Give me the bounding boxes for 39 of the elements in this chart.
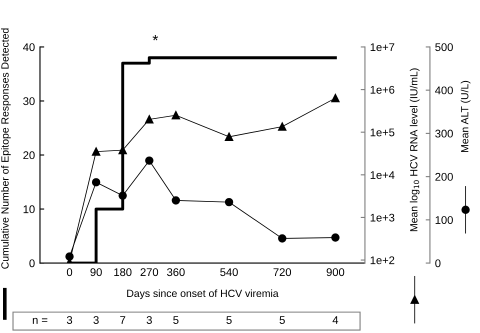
- y2-tick-label: 1e+3: [370, 214, 394, 222]
- x-tick-label: 0: [66, 268, 72, 276]
- text: 3: [66, 316, 72, 324]
- y3-tick-label: 300: [435, 130, 453, 138]
- text: n =: [32, 318, 48, 324]
- x-tick-label: 180: [114, 268, 132, 276]
- y2-tick-label: 1e+7: [370, 43, 394, 52]
- x-tick-label: 90: [90, 268, 102, 276]
- y-axis-title: Cumulative Number of Epitope Responses Detected: [1, 28, 11, 269]
- y3-tick-label: 500: [435, 43, 453, 52]
- y-tick-label: 10: [24, 205, 35, 214]
- y3-tick-label: 0: [435, 259, 441, 268]
- y3-tick-label: 100: [436, 216, 453, 224]
- y3-tick-label: 400: [435, 86, 453, 94]
- y2-tick-label: 1e+2: [370, 256, 394, 264]
- text: 4: [332, 316, 338, 324]
- x-tick-label: 900: [326, 268, 344, 276]
- y-tick-label: 40: [23, 43, 35, 52]
- x-axis-title: Days since onset of HCV viremia: [127, 289, 279, 300]
- x-tick-label: 720: [274, 268, 292, 276]
- text: 7: [120, 316, 126, 324]
- text: 5: [173, 316, 178, 324]
- text: *: [152, 34, 158, 40]
- y-tick-label: 20: [23, 151, 35, 160]
- text: 5: [226, 316, 232, 324]
- y2-tick-label: 1e+6: [370, 86, 394, 94]
- text: 5: [280, 316, 285, 324]
- x-tick-label: 270: [140, 268, 158, 276]
- y2-axis-title: Mean log$_{10}$ HCV RNA level (IU/mL): [410, 68, 420, 232]
- x-tick-label: 540: [220, 268, 238, 276]
- y3-tick-label: 200: [435, 172, 453, 181]
- text: 3: [93, 316, 99, 324]
- x-tick-label: 360: [167, 268, 185, 276]
- y2-tick-label: 1e+4: [370, 171, 395, 179]
- y3-axis-title: Mean ALT (U/L): [460, 80, 470, 152]
- text: 3: [146, 316, 152, 324]
- y-tick-label: 30: [23, 97, 35, 106]
- y-tick-label: 0: [29, 259, 35, 268]
- y2-tick-label: 1e+5: [370, 128, 394, 136]
